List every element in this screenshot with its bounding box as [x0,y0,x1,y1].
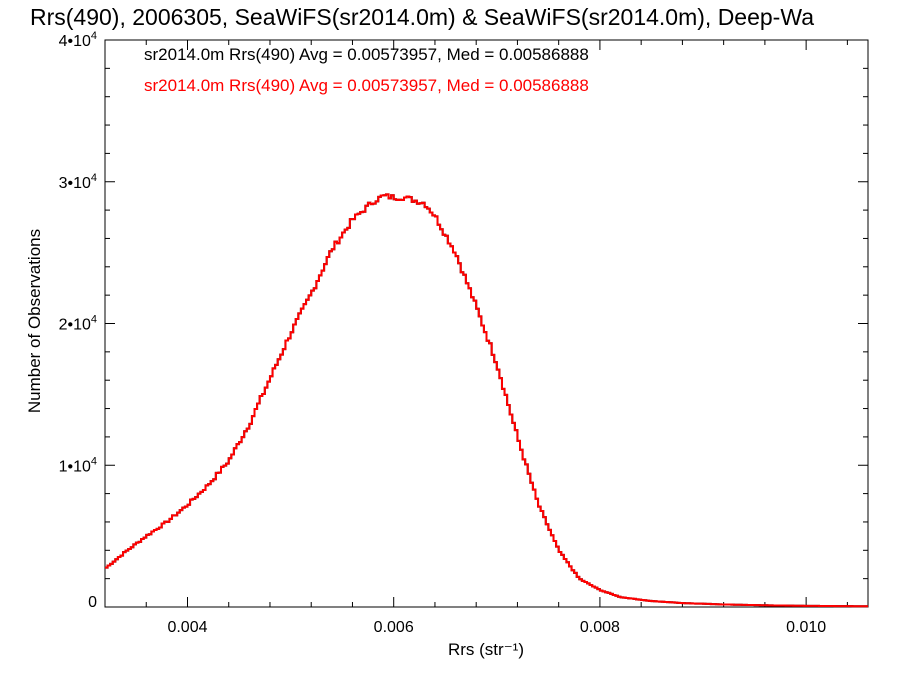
y-axis-label: Number of Observations [25,229,44,413]
y-tick-label: 0 [88,594,97,611]
y-axis: 0 1•104 2•104 3•104 4•104 [59,30,868,611]
series-line-2 [105,193,868,608]
y-tick-label: 4•104 [59,30,97,50]
x-axis: 0.004 0.006 0.008 0.010 [104,40,848,636]
plot-frame [104,39,869,608]
legend-entry-1: sr2014.0m Rrs(490) Avg = 0.00573957, Med… [144,45,589,64]
series-line-1 [105,193,868,608]
x-tick-label: 0.008 [580,619,620,636]
legend: sr2014.0m Rrs(490) Avg = 0.00573957, Med… [144,45,589,95]
legend-entry-2: sr2014.0m Rrs(490) Avg = 0.00573957, Med… [144,76,589,95]
y-tick-label: 1•104 [59,455,97,475]
y-tick-label: 2•104 [59,314,97,334]
series-layer [105,193,868,608]
x-axis-label: Rrs (str⁻¹) [448,640,524,659]
chart-title: Rrs(490), 2006305, SeaWiFS(sr2014.0m) & … [30,4,814,30]
x-tick-label: 0.010 [786,619,826,636]
x-tick-label: 0.004 [167,619,207,636]
y-tick-label: 3•104 [59,172,97,192]
x-tick-label: 0.006 [374,619,414,636]
